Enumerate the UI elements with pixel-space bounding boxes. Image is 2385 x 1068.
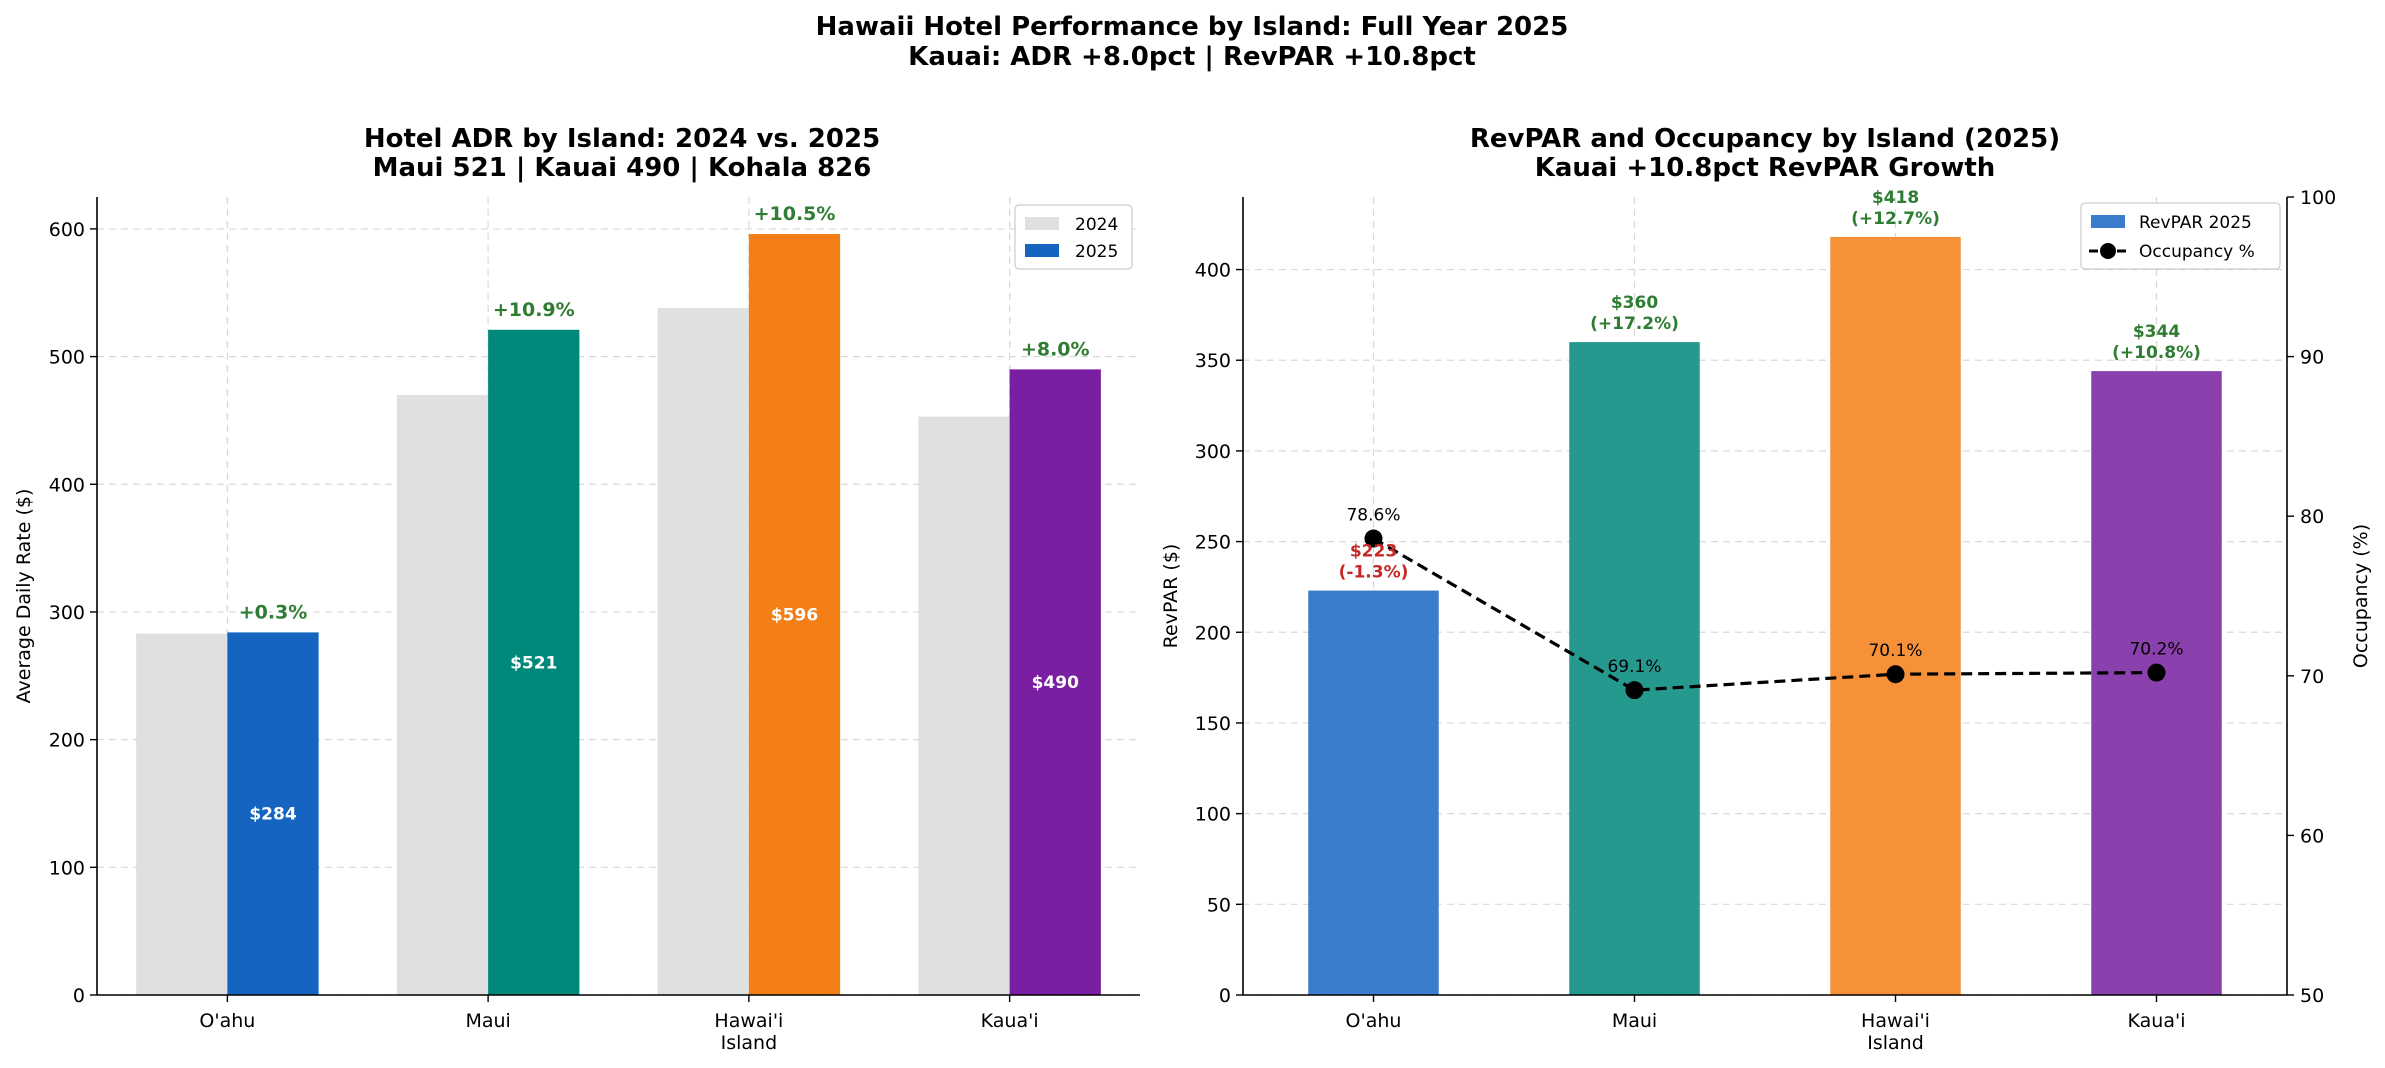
adr-bar-chart: Hotel ADR by Island: 2024 vs. 2025 Maui … — [13, 124, 1140, 1054]
adr-legend: 2024 2025 — [1014, 204, 1133, 270]
adr-y-tick-label: 500 — [49, 347, 85, 369]
adr-x-tick-label: Kaua'i — [981, 1010, 1039, 1032]
revpar-y-tick-label: 300 — [1195, 441, 1231, 463]
occupancy-line — [1372, 537, 2157, 692]
adr-change-label-hawai-i: +10.5% — [754, 203, 836, 225]
occupancy-legend-label: Occupancy % — [2139, 242, 2255, 262]
adr-y-tick-label: 300 — [49, 602, 85, 624]
occupancy-value-label-hawai-i: 70.1% — [1868, 641, 1922, 661]
revpar-legend-frame — [2080, 202, 2281, 270]
revpar-chart-title-line-1: RevPAR and Occupancy by Island (2025) — [1470, 124, 2060, 154]
revpar-change-label-o-ahu: (-1.3%) — [1339, 563, 1409, 583]
adr-value-label-kaua-i: $490 — [1032, 673, 1079, 693]
occupancy-value-label-kaua-i: 70.2% — [2129, 640, 2183, 660]
revpar-legend: RevPAR 2025 Occupancy % — [2080, 202, 2281, 270]
revpar-y-tick-label: 0 — [1219, 985, 1231, 1007]
revpar-y-tick-label: 100 — [1195, 804, 1231, 826]
figure-title-line-2: Kauai: ADR +8.0pct | RevPAR +10.8pct — [908, 42, 1476, 72]
revpar-chart-title-line-2: Kauai +10.8pct RevPAR Growth — [1535, 153, 1996, 183]
adr-y-axis-label: Average Daily Rate ($) — [13, 489, 35, 704]
occupancy-y-tick-label: 60 — [2300, 825, 2324, 847]
adr-x-tick-label: Maui — [465, 1010, 510, 1032]
occupancy-y-tick-label: 80 — [2300, 506, 2324, 528]
figure-title-line-1: Hawaii Hotel Performance by Island: Full… — [816, 12, 1569, 42]
revpar-x-tick-label: Hawai'i — [1861, 1010, 1930, 1032]
adr-chart-title-line-2: Maui 521 | Kauai 490 | Kohala 826 — [373, 153, 872, 183]
revpar-y-tick-label: 350 — [1195, 350, 1231, 372]
adr-bar-2024-maui — [396, 394, 489, 995]
occupancy-y-tick-label: 90 — [2300, 347, 2324, 369]
revpar-y-axis-label: RevPAR ($) — [1160, 544, 1182, 649]
adr-x-tick-label: Hawai'i — [714, 1010, 783, 1032]
revpar-y-tick-label: 250 — [1195, 532, 1231, 554]
adr-y-tick-label: 100 — [49, 857, 85, 879]
occupancy-value-label-o-ahu: 78.6% — [1346, 506, 1400, 526]
occupancy-value-label-maui: 69.1% — [1607, 657, 1661, 677]
adr-change-label-o-ahu: +0.3% — [239, 601, 308, 623]
occupancy-point-maui — [1625, 681, 1644, 700]
revpar-value-label-kaua-i: $344 — [2133, 322, 2180, 342]
occupancy-y-tick-label: 50 — [2300, 985, 2324, 1007]
revpar-legend-swatch — [2091, 215, 2125, 228]
adr-y-tick-label: 400 — [49, 474, 85, 496]
adr-y-tick-label: 200 — [49, 730, 85, 752]
adr-x-tick-label: O'ahu — [199, 1010, 255, 1032]
adr-bar-2025-maui — [488, 329, 580, 995]
adr-bar-2024-o-ahu — [136, 633, 228, 995]
occupancy-point-kaua-i — [2147, 663, 2166, 682]
occupancy-point-o-ahu — [1364, 529, 1383, 548]
revpar-y-tick-label: 150 — [1195, 713, 1231, 735]
occupancy-y-axis-label: Occupancy (%) — [2350, 524, 2372, 668]
adr-legend-label-2024: 2024 — [1075, 215, 1118, 235]
revpar-value-label-o-ahu: $223 — [1350, 542, 1397, 562]
adr-value-label-o-ahu: $284 — [249, 805, 296, 825]
revpar-change-label-maui: (+17.2%) — [1590, 314, 1679, 334]
adr-bar-2024-kaua-i — [918, 416, 1010, 995]
adr-bar-2025-o-ahu — [227, 632, 319, 995]
adr-bar-2025-kaua-i — [1009, 369, 1101, 995]
adr-change-label-maui: +10.9% — [493, 299, 575, 321]
adr-legend-swatch-2025 — [1025, 244, 1059, 257]
adr-bar-2025-hawai-i — [748, 234, 841, 995]
revpar-x-tick-label: Island — [1867, 1032, 1924, 1054]
revpar-y-tick-label: 200 — [1195, 622, 1231, 644]
adr-value-label-hawai-i: $596 — [771, 606, 818, 626]
occupancy-legend-marker — [2100, 243, 2116, 259]
revpar-y-tick-label: 50 — [1207, 894, 1231, 916]
revpar-legend-label: RevPAR 2025 — [2139, 213, 2252, 233]
adr-change-label-kaua-i: +8.0% — [1021, 338, 1090, 360]
revpar-bar-o-ahu — [1308, 590, 1439, 995]
revpar-x-tick-label: Kaua'i — [2128, 1010, 2186, 1032]
revpar-bar-hawai-i — [1830, 236, 1961, 995]
occupancy-point-hawai-i — [1886, 665, 1905, 684]
revpar-change-label-hawai-i: (+12.7%) — [1851, 209, 1940, 229]
adr-y-tick-label: 600 — [49, 219, 85, 241]
occupancy-y-tick-label: 100 — [2300, 187, 2336, 209]
adr-y-tick-label: 0 — [73, 985, 85, 1007]
adr-legend-swatch-2024 — [1025, 217, 1059, 230]
occupancy-y-tick-label: 70 — [2300, 666, 2324, 688]
adr-bar-2024-hawai-i — [657, 308, 749, 995]
revpar-bar-maui — [1569, 342, 1700, 995]
revpar-y-tick-label: 400 — [1195, 260, 1231, 282]
adr-chart-title-line-1: Hotel ADR by Island: 2024 vs. 2025 — [364, 124, 880, 154]
revpar-value-label-maui: $360 — [1611, 293, 1658, 313]
revpar-bar-kaua-i — [2091, 371, 2222, 995]
adr-x-tick-label: Island — [721, 1032, 778, 1054]
adr-value-label-maui: $521 — [510, 653, 557, 673]
revpar-value-label-hawai-i: $418 — [1872, 188, 1919, 208]
revpar-x-tick-label: O'ahu — [1346, 1010, 1402, 1032]
revpar-x-tick-label: Maui — [1612, 1010, 1657, 1032]
adr-legend-label-2025: 2025 — [1075, 242, 1118, 262]
revpar-change-label-kaua-i: (+10.8%) — [2112, 343, 2201, 363]
revpar-occupancy-chart: RevPAR and Occupancy by Island (2025) Ka… — [1160, 124, 2372, 1054]
